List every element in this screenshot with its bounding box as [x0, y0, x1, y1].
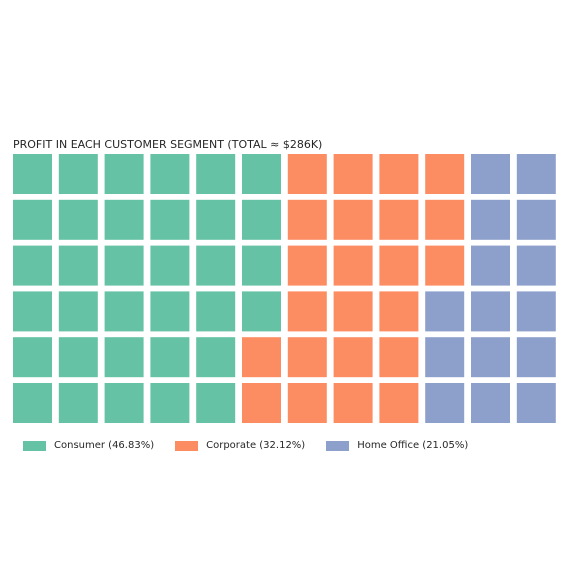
waffle-block-consumer — [13, 337, 52, 378]
waffle-block-corporate — [287, 383, 327, 423]
waffle-block-consumer — [13, 383, 52, 423]
waffle-block-corporate — [242, 383, 281, 423]
waffle-block-consumer — [150, 291, 190, 332]
waffle-block-home-office — [425, 337, 465, 378]
waffle-block-corporate — [379, 154, 419, 194]
waffle-block-consumer — [196, 337, 236, 378]
waffle-block-home-office — [516, 199, 556, 240]
waffle-block-consumer — [104, 199, 144, 240]
waffle-block-consumer — [13, 291, 52, 332]
waffle-block-consumer — [104, 245, 144, 286]
waffle-block-home-office — [516, 337, 556, 378]
waffle-block-consumer — [196, 245, 236, 286]
waffle-block-home-office — [516, 154, 556, 194]
waffle-block-consumer — [150, 154, 190, 194]
waffle-block-corporate — [287, 337, 327, 378]
waffle-block-corporate — [379, 291, 419, 332]
waffle-block-home-office — [425, 291, 465, 332]
waffle-block-corporate — [242, 337, 281, 378]
waffle-block-consumer — [242, 154, 281, 194]
waffle-block-corporate — [379, 199, 419, 240]
waffle-block-consumer — [58, 154, 98, 194]
waffle-block-consumer — [104, 337, 144, 378]
chart-title: PROFIT IN EACH CUSTOMER SEGMENT (TOTAL ≈… — [13, 138, 323, 151]
legend-item-consumer: Consumer (46.83%) — [23, 440, 154, 451]
waffle-block-corporate — [333, 337, 373, 378]
waffle-block-home-office — [516, 291, 556, 332]
waffle-block-corporate — [333, 245, 373, 286]
waffle-block-consumer — [150, 245, 190, 286]
legend-swatch-home-office — [326, 440, 350, 451]
waffle-block-corporate — [333, 383, 373, 423]
waffle-block-consumer — [196, 291, 236, 332]
waffle-block-corporate — [333, 154, 373, 194]
waffle-block-home-office — [516, 245, 556, 286]
legend-item-home-office: Home Office (21.05%) — [326, 440, 468, 451]
waffle-block-consumer — [150, 199, 190, 240]
legend-label-consumer: Consumer (46.83%) — [54, 440, 155, 451]
legend-label-corporate: Corporate (32.12%) — [206, 440, 306, 451]
waffle-block-corporate — [333, 291, 373, 332]
waffle-block-consumer — [196, 154, 236, 194]
waffle-block-corporate — [287, 245, 327, 286]
waffle-block-home-office — [471, 383, 510, 423]
waffle-block-consumer — [58, 291, 98, 332]
legend: Consumer (46.83%) Corporate (32.12%) Hom… — [23, 440, 489, 451]
legend-label-home-office: Home Office (21.05%) — [357, 440, 469, 451]
legend-item-corporate: Corporate (32.12%) — [175, 440, 305, 451]
waffle-block-home-office — [516, 383, 556, 423]
waffle-block-corporate — [287, 154, 327, 194]
waffle-block-consumer — [104, 291, 144, 332]
waffle-block-corporate — [379, 383, 419, 423]
waffle-block-consumer — [242, 245, 281, 286]
waffle-block-consumer — [13, 245, 52, 286]
waffle-block-home-office — [471, 245, 510, 286]
waffle-block-corporate — [379, 337, 419, 378]
waffle-block-consumer — [196, 199, 236, 240]
waffle-block-consumer — [13, 154, 52, 194]
waffle-block-consumer — [242, 291, 281, 332]
waffle-block-consumer — [58, 245, 98, 286]
waffle-block-corporate — [425, 199, 465, 240]
waffle-block-corporate — [287, 199, 327, 240]
waffle-block-corporate — [379, 245, 419, 286]
waffle-block-corporate — [425, 245, 465, 286]
waffle-block-consumer — [13, 199, 52, 240]
waffle-block-home-office — [471, 291, 510, 332]
waffle-block-corporate — [287, 291, 327, 332]
waffle-block-consumer — [150, 383, 190, 423]
waffle-block-consumer — [104, 383, 144, 423]
waffle-block-consumer — [58, 199, 98, 240]
waffle-block-home-office — [471, 154, 510, 194]
legend-swatch-corporate — [175, 440, 199, 451]
waffle-block-consumer — [104, 154, 144, 194]
waffle-block-consumer — [58, 383, 98, 423]
waffle-block-corporate — [425, 154, 465, 194]
waffle-block-corporate — [333, 199, 373, 240]
waffle-block-consumer — [58, 337, 98, 378]
waffle-block-home-office — [471, 199, 510, 240]
waffle-block-consumer — [242, 199, 281, 240]
waffle-block-home-office — [471, 337, 510, 378]
legend-swatch-consumer — [23, 440, 46, 451]
waffle-block-home-office — [425, 383, 465, 423]
waffle-block-consumer — [150, 337, 190, 378]
waffle-block-consumer — [196, 383, 236, 423]
